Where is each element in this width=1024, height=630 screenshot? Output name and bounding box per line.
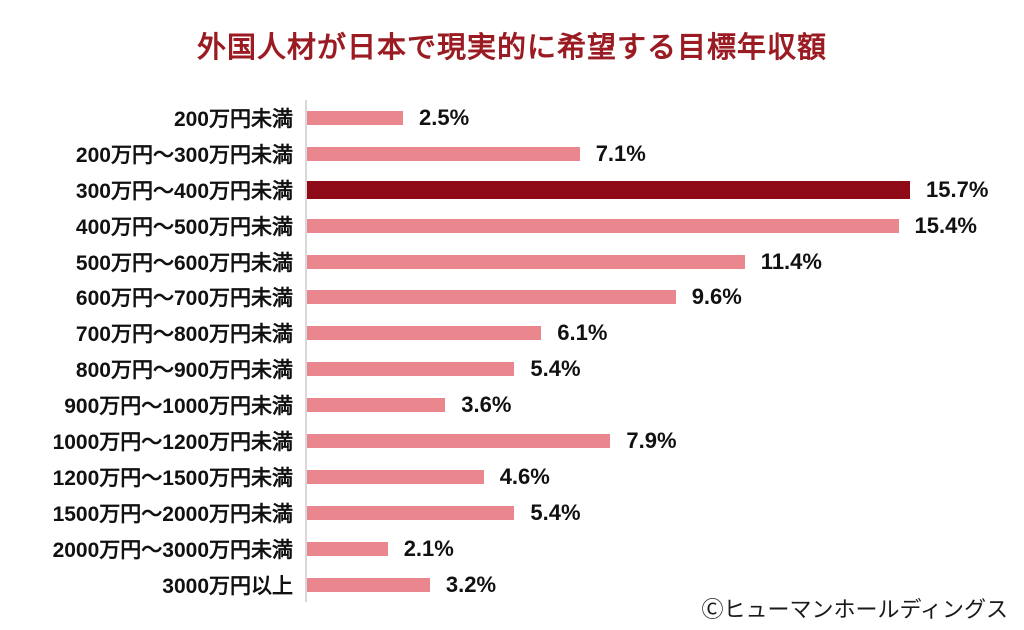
chart-row: 1200万円～1500万円未満 4.6% <box>0 458 1024 495</box>
category-label: 500万円～600万円未満 <box>75 251 293 275</box>
bar <box>307 254 745 269</box>
category-label: 900万円～1000万円未満 <box>64 395 293 419</box>
bar <box>307 218 899 233</box>
chart-row: 600万円～700万円未満 9.6% <box>0 279 1024 316</box>
bar <box>307 469 484 484</box>
bar-highlighted <box>307 180 910 199</box>
bar-track: 6.1% <box>305 315 1024 352</box>
chart-row: 200万円～300万円未満 7.1% <box>0 135 1024 172</box>
bar <box>307 110 403 125</box>
bar-track: 5.4% <box>305 351 1024 388</box>
bar-track: 7.1% <box>305 135 1024 172</box>
value-label: 3.2% <box>445 571 497 597</box>
value-label: 9.6% <box>691 284 742 310</box>
bar-track: 11.4% <box>305 243 1024 280</box>
value-label: 2.1% <box>403 535 454 561</box>
bar-track: 15.7% <box>305 171 1024 208</box>
chart-row: 1000万円～1200万円未満 7.9% <box>0 423 1024 459</box>
bar <box>307 577 430 592</box>
chart-row: 200万円未満 2.5% <box>0 100 1024 136</box>
value-label: 15.4% <box>914 212 977 238</box>
category-label: 600万円～700万円未満 <box>75 287 293 311</box>
value-label: 7.1% <box>595 140 646 166</box>
bar-track: 2.1% <box>305 530 1024 567</box>
bar-track: 2.5% <box>305 100 1024 136</box>
copyright-credit: Ⓒヒューマンホールディングス <box>701 597 1008 622</box>
value-label: 5.4% <box>530 499 581 525</box>
bar <box>307 362 515 377</box>
bar-chart: 200万円未満 2.5% 200万円～300万円未満 7.1% 300万円～400万円未… <box>0 100 1024 603</box>
bar-track: 4.6% <box>305 458 1024 495</box>
bar <box>307 505 515 520</box>
value-label: 2.5% <box>419 104 470 130</box>
bar <box>307 541 388 556</box>
chart-row: 700万円～800万円未満 6.1% <box>0 315 1024 352</box>
value-label: 3.6% <box>461 392 512 418</box>
category-label: 200万円～300万円未満 <box>75 143 293 167</box>
category-label: 1000万円～1200万円未満 <box>52 430 293 454</box>
bar-track: 3.6% <box>305 387 1024 424</box>
bar <box>307 290 676 305</box>
bar <box>307 398 446 413</box>
category-label: 200万円未満 <box>173 107 293 131</box>
bar-track: 15.4% <box>305 207 1024 244</box>
value-label: 7.9% <box>626 427 677 453</box>
chart-row: 400万円～500万円未満 15.4% <box>0 207 1024 244</box>
chart-title: 外国人材が日本で現実的に希望する目標年収額 <box>196 32 827 64</box>
chart-row: 2000万円～3000万円未満 2.1% <box>0 530 1024 567</box>
bar-track: 7.9% <box>305 423 1024 459</box>
chart-row: 1500万円～2000万円未満 5.4% <box>0 494 1024 531</box>
bar-track: 5.4% <box>305 494 1024 531</box>
category-label: 800万円～900万円未満 <box>75 359 293 383</box>
category-label: 2000万円～3000万円未満 <box>52 538 293 562</box>
chart-row: 300万円～400万円未満 15.7% <box>0 171 1024 208</box>
category-label: 700万円～800万円未満 <box>75 323 293 347</box>
value-label: 4.6% <box>499 463 550 489</box>
value-label: 6.1% <box>557 320 608 346</box>
bar <box>307 433 611 448</box>
category-label: 3000万円以上 <box>162 574 293 598</box>
bar <box>307 326 542 341</box>
chart-row: 900万円～1000万円未満 3.6% <box>0 387 1024 424</box>
category-label: 300万円～400万円未満 <box>75 179 293 203</box>
chart-row: 800万円～900万円未満 5.4% <box>0 351 1024 388</box>
category-label: 1500万円～2000万円未満 <box>52 502 293 526</box>
value-label: 5.4% <box>530 356 581 382</box>
category-label: 400万円～500万円未満 <box>75 215 293 239</box>
category-label: 1200万円～1500万円未満 <box>52 466 293 490</box>
value-label: 15.7% <box>926 176 989 202</box>
bar-track: 9.6% <box>305 279 1024 316</box>
bar-track: 3.2% <box>305 566 1024 603</box>
bar <box>307 146 580 161</box>
chart-row: 3000万円以上 3.2% <box>0 566 1024 603</box>
chart-row: 500万円～600万円未満 11.4% <box>0 243 1024 280</box>
value-label: 11.4% <box>760 248 822 274</box>
